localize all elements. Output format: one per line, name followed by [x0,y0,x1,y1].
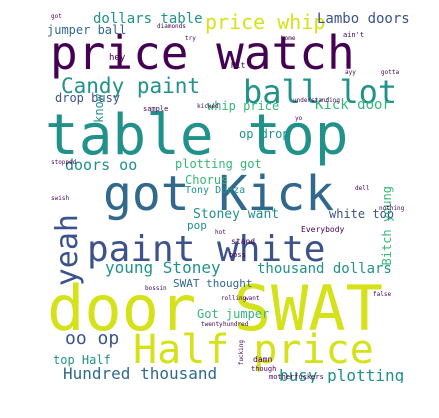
word-cloud: price watch table top got Kick paint whi… [45,10,411,383]
word-op-drop: op drop [239,127,290,141]
word-door-swat: door SWAT [47,272,383,345]
word-everybody: Everybody [301,225,345,234]
word-tony-danza: Tony Danza [185,185,246,196]
word-got-kick: got Kick [103,166,335,222]
word-hey: hey [109,53,126,63]
word-jumper-ball: jumper ball [47,23,127,37]
word-small: got [51,13,62,20]
word-small: stopped [51,159,77,166]
word-hundred-thousand: Hundred thousand [63,364,218,383]
word-busy-plotting: busy plotting [279,366,405,384]
word-small: false [373,291,392,298]
word-bitch-young: Bitch young [380,186,394,266]
word-plotting-got: plotting got [175,157,262,171]
word-small: ayy [345,69,356,76]
word-small: rolling [221,295,247,302]
word-stoney-want: Stoney want [193,207,280,222]
word-motherfuckers: motherfuckers [269,373,324,381]
word-half-price: Half price [133,327,374,373]
word-damn: damn [253,355,273,364]
word-yeah: yeah [50,214,85,287]
word-pop: pop [187,219,207,232]
word-paint-white: paint white [87,229,326,270]
word-small: understanding [293,97,340,104]
word-small: fucking [238,340,245,366]
word-got-jumper: Got jumper [197,307,270,321]
word-small: yo [295,115,303,122]
word-small: kicked [197,103,219,110]
word-small: hundred [223,321,249,328]
word-small: hot [215,229,226,236]
word-small: twenty [201,321,223,328]
word-white-top: white top [329,207,395,221]
word-whip-price: whip price [207,99,280,113]
word-small: home [281,35,296,42]
word-small: swish [51,195,70,202]
word-ball-lot: ball lot [243,73,398,111]
word-sample: sample [143,105,169,113]
word-small: ain't [343,31,365,39]
word-oo-op: oo op [65,328,120,349]
word-small: diamonds [157,23,186,30]
word-small: try [185,35,196,42]
word-price-whip: price whip [205,10,326,34]
word-kick-door: Kick door [315,97,391,113]
word-stand: stand [231,237,256,246]
word-top-half: top Half [53,353,111,367]
word-chorus: Chorus [185,173,229,187]
word-price-watch: price watch [50,26,355,80]
word-though: though [251,365,277,373]
word-table-top: table top [45,103,349,168]
word-small: nothing [379,205,405,212]
word-small: want [245,295,260,302]
word-small: dell [355,185,370,192]
word-lambo-doors: Lambo doors [317,11,410,27]
word-boss: boss [229,251,246,259]
word-know: know [92,94,106,123]
word-hit: Hit [231,61,246,70]
word-drop-busy: drop busy [55,91,121,105]
word-candy-paint: Candy paint [61,74,201,98]
word-doors-oo: doors oo [65,156,138,174]
word-dollars-table: dollars table [93,11,203,27]
word-young-stoney: young Stoney [105,258,221,277]
word-small: gotta [381,69,400,76]
word-small: bossin [145,285,167,292]
word-thousand-dollars: thousand dollars [257,261,392,277]
word-swat-thought: SWAT thought [173,277,253,290]
